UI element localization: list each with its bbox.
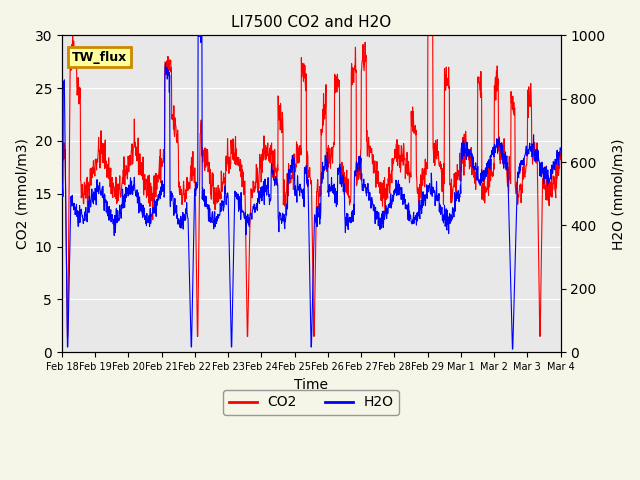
- Title: LI7500 CO2 and H2O: LI7500 CO2 and H2O: [231, 15, 392, 30]
- Y-axis label: H2O (mmol/m3): H2O (mmol/m3): [611, 138, 625, 250]
- X-axis label: Time: Time: [294, 377, 328, 392]
- Text: TW_flux: TW_flux: [72, 51, 127, 64]
- Legend: CO2, H2O: CO2, H2O: [223, 390, 399, 415]
- Y-axis label: CO2 (mmol/m3): CO2 (mmol/m3): [15, 138, 29, 249]
